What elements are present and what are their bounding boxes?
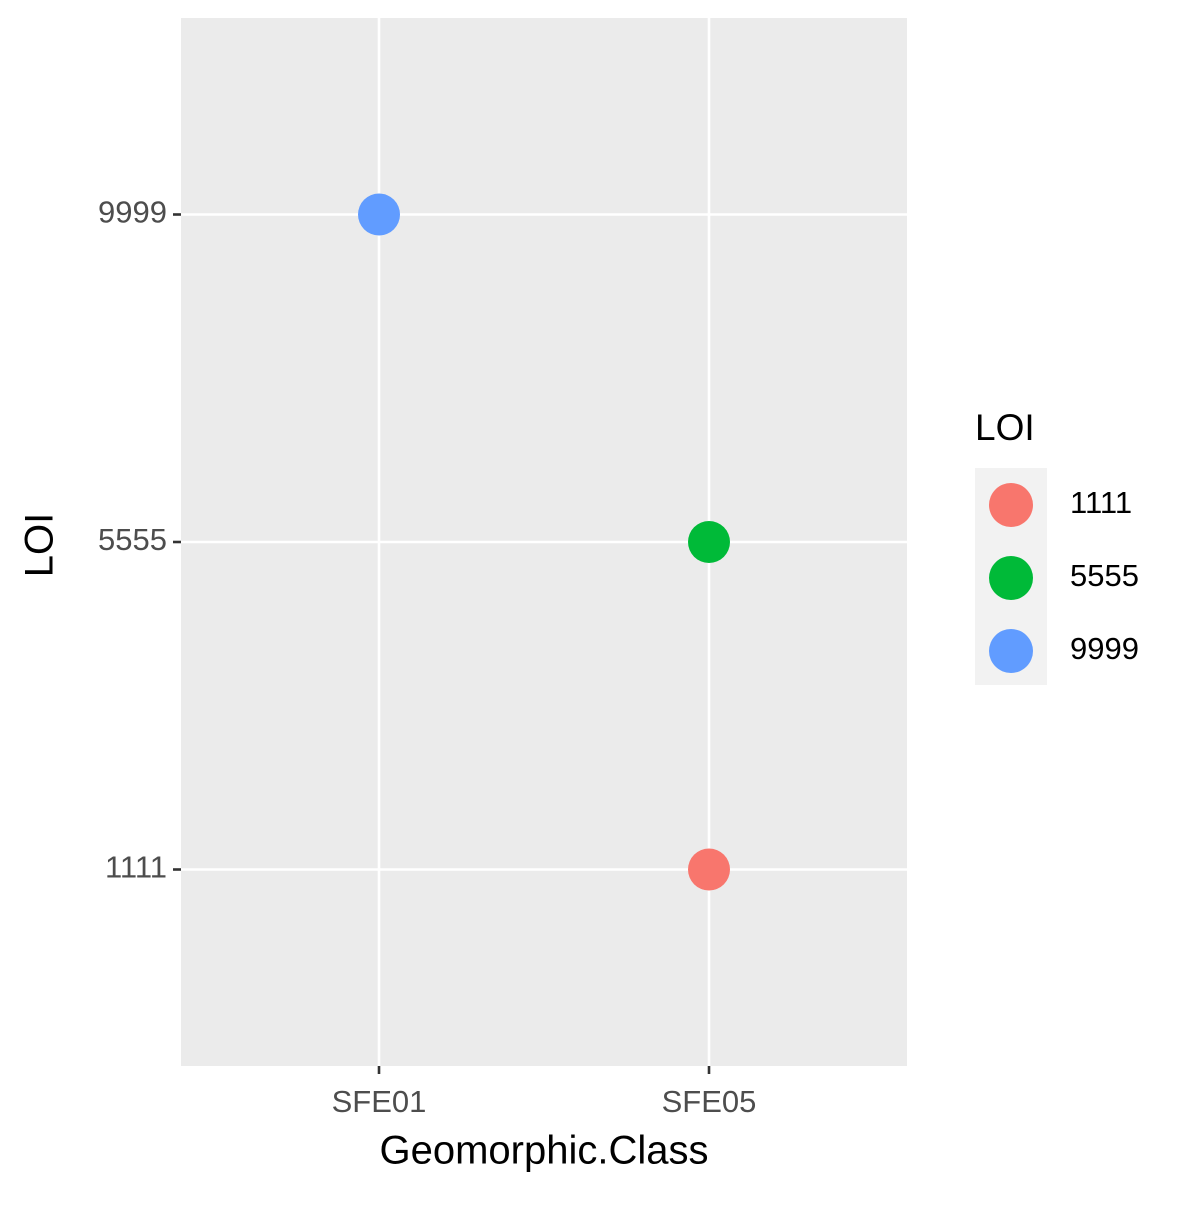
y-tick-label: 1111 xyxy=(105,850,167,885)
x-tick-label: SFE05 xyxy=(662,1084,757,1119)
legend-label: 9999 xyxy=(1070,631,1139,666)
x-axis-title: Geomorphic.Class xyxy=(379,1129,708,1173)
point xyxy=(358,193,400,236)
point xyxy=(688,521,730,563)
legend-title: LOI xyxy=(975,407,1035,448)
legend-key xyxy=(989,629,1033,673)
legend-key xyxy=(989,483,1033,527)
legend-key xyxy=(989,556,1033,600)
x-tick-label: SFE01 xyxy=(332,1084,427,1119)
point xyxy=(688,848,730,891)
legend-label: 5555 xyxy=(1070,558,1139,593)
legend-label: 1111 xyxy=(1070,485,1132,520)
y-axis-title: LOI xyxy=(18,513,62,577)
y-tick-label: 5555 xyxy=(98,522,167,557)
y-tick-label: 9999 xyxy=(98,195,167,230)
